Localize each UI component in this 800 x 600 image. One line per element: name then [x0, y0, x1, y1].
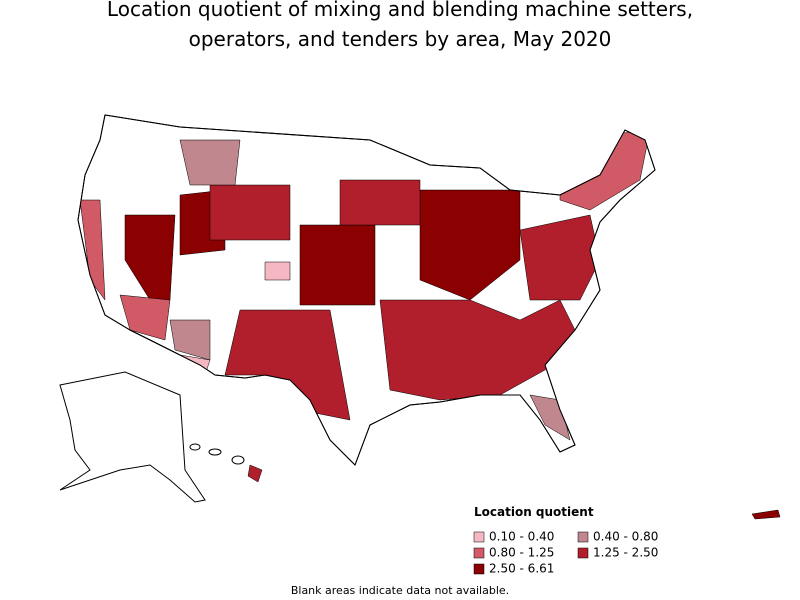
title-line: Location quotient of mixing and blending…: [107, 0, 693, 21]
legend: 0.10 - 0.40 0.40 - 0.80 0.80 - 1.25 1.25 - …: [473, 530, 658, 576]
legend-swatch: [577, 531, 589, 543]
legend-label: 1.25 - 2.50: [593, 546, 658, 560]
puerto-rico: [751, 509, 781, 520]
alaska: [59, 371, 206, 503]
map-region: [559, 129, 651, 211]
map-region: [299, 224, 376, 306]
legend-title: Location quotient: [474, 505, 594, 519]
legend-label: 0.80 - 1.25: [489, 546, 554, 560]
map-region: [224, 309, 351, 421]
legend-swatch: [473, 563, 485, 575]
legend-swatch: [473, 531, 485, 543]
hawaii: [189, 443, 263, 483]
map: [59, 114, 781, 520]
map-region: [169, 319, 211, 361]
map-region: [519, 214, 601, 301]
map-region: [339, 179, 421, 226]
map-region: [79, 199, 106, 301]
map-region: [209, 184, 291, 241]
footnote: Blank areas indicate data not available.: [291, 584, 509, 597]
map-region: [264, 261, 291, 281]
legend-label: 2.50 - 6.61: [489, 562, 554, 576]
legend-label: 0.40 - 0.80: [593, 530, 658, 544]
legend-label: 0.10 - 0.40: [489, 530, 554, 544]
title-line: operators, and tenders by area, May 2020: [189, 27, 612, 51]
map-region: [419, 189, 521, 301]
map-region: [179, 139, 241, 186]
legend-swatch: [577, 547, 589, 559]
legend-swatch: [473, 547, 485, 559]
map-region: [119, 294, 171, 341]
